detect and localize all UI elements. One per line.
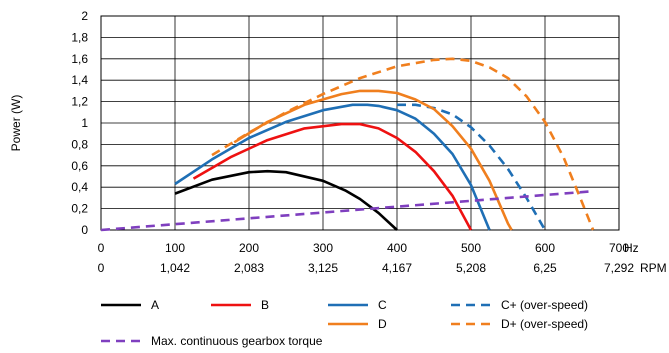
- x-tick-label-hz: 500: [461, 241, 481, 255]
- series-line-a: [174, 169, 398, 231]
- x-tick-label-hz: 300: [313, 241, 333, 255]
- y-tick-label: 1: [81, 116, 88, 130]
- x-tick-label-rpm: 4,167: [382, 261, 412, 275]
- legend-label-a: A: [151, 298, 159, 312]
- y-tick-label: 2: [81, 9, 88, 23]
- y-axis-label: Power (W): [9, 95, 23, 152]
- x-tick-label-rpm: 6,25: [533, 261, 557, 275]
- y-tick-label: 1,4: [71, 73, 88, 87]
- x-tick-label-rpm: 5,208: [456, 261, 486, 275]
- series-line-b: [192, 122, 473, 231]
- x-tick-label-rpm: 1,042: [160, 261, 190, 275]
- legend-label-b: B: [261, 298, 269, 312]
- series-line-d: [233, 89, 513, 231]
- x-tick-label-hz: 100: [165, 241, 185, 255]
- x-tick-label-rpm: 2,083: [234, 261, 264, 275]
- legend-label-max-continuous-gearbox-torque: Max. continuous gearbox torque: [151, 334, 323, 348]
- x-tick-label-hz: 200: [239, 241, 259, 255]
- y-tick-label: 0,4: [71, 180, 88, 194]
- x-tick-label-rpm: 7,292: [604, 261, 634, 275]
- x-tick-label-hz: 400: [387, 241, 407, 255]
- x-axis-unit-rpm: RPM: [640, 261, 667, 275]
- series-line-c: [174, 103, 491, 231]
- x-tick-label-hz: 0: [98, 241, 105, 255]
- legend-label-c-over-speed: C+ (over-speed): [501, 298, 588, 312]
- y-tick-labels: 0 0,2 0,4 0,6 0,8 1 1,2 1,4 1,6 1,8 2: [71, 9, 88, 237]
- y-tick-label: 1,2: [71, 95, 88, 109]
- series-line-c-over-speed: [397, 103, 547, 231]
- x-tick-label-rpm: 0: [98, 261, 105, 275]
- legend-label-d: D: [378, 317, 387, 331]
- x-tick-label-hz: 600: [535, 241, 555, 255]
- series-line-d-over-speed: [211, 57, 595, 231]
- y-tick-label: 1,6: [71, 52, 88, 66]
- x-tick-labels: 0 100 200 300 400 500 600 700 0 1,042 2,083 3,125 4,…: [98, 241, 635, 275]
- x-axis-unit-hz: Hz: [624, 241, 639, 255]
- y-tick-label: 1,8: [71, 30, 88, 44]
- legend-label-d-over-speed: D+ (over-speed): [501, 317, 588, 331]
- y-tick-label: 0,6: [71, 159, 88, 173]
- series-lines: [100, 57, 595, 232]
- legend-label-c: C: [378, 298, 387, 312]
- series-line-max-continuous-gearbox-torque: [100, 190, 590, 232]
- x-tick-label-rpm: 3,125: [308, 261, 338, 275]
- legend: A B C C+ (over-speed) D D+ (over-speed) Max. c…: [101, 298, 588, 348]
- y-tick-label: 0: [81, 223, 88, 237]
- x-tick-label-hz: 700: [609, 241, 629, 255]
- y-tick-label: 0,2: [71, 202, 88, 216]
- y-tick-label: 0,8: [71, 137, 88, 151]
